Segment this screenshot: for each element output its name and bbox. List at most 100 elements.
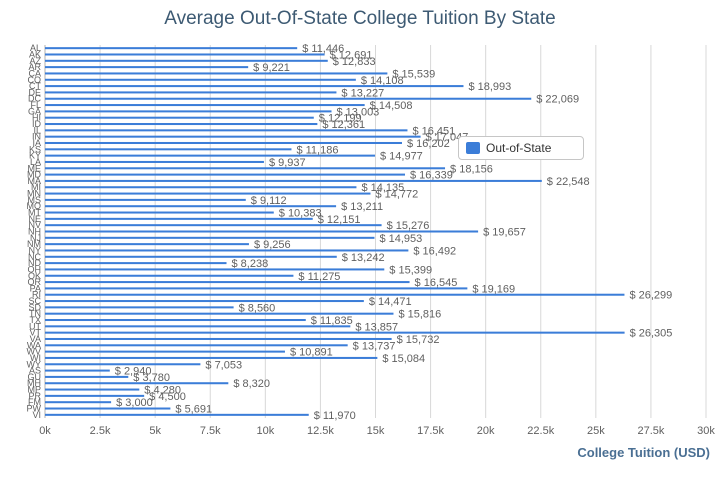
category-label: KY [29,151,41,161]
bar-az[interactable] [45,59,328,62]
category-label: AK [29,49,41,59]
bar-nh[interactable] [45,230,479,233]
bar-nd[interactable] [45,262,227,265]
category-label: PA [30,283,41,293]
bar-or[interactable] [45,281,410,284]
category-label: MD [27,170,41,180]
bar-pa[interactable] [45,287,468,290]
bar-ca[interactable] [45,72,388,75]
data-label: $ 9,221 [253,62,290,74]
category-label: OK [28,271,41,281]
category-label: DE [28,87,41,97]
bar-dc[interactable] [45,97,532,100]
bar-nm[interactable] [45,243,249,246]
bar-md[interactable] [45,173,406,176]
bar-sd[interactable] [45,306,234,309]
bar-mi[interactable] [45,186,357,189]
bar-ok[interactable] [45,274,294,277]
data-label: $ 18,993 [468,81,511,93]
bar-ar[interactable] [45,66,249,69]
x-tick-label: 25k [587,425,605,437]
data-label: $ 10,891 [290,347,333,359]
category-label: VT [29,328,41,338]
data-label: $ 14,108 [361,75,404,87]
bar-ia[interactable] [45,141,402,145]
bar-mo[interactable] [45,205,337,208]
category-label: SC [28,296,41,306]
category-label: NE [28,214,41,224]
bar-in[interactable] [45,135,421,138]
bar-co[interactable] [45,78,356,81]
bar-pw[interactable] [45,407,171,410]
bar-mp[interactable] [45,388,140,391]
category-label: MT [28,208,41,218]
data-label: $ 12,833 [333,56,376,68]
bar-hi[interactable] [45,116,314,119]
bar-id[interactable] [45,123,318,126]
category-label: WA [27,340,41,350]
bar-ne[interactable] [45,217,313,220]
data-label: $ 15,276 [387,220,430,232]
bar-ri[interactable] [45,293,625,296]
bar-oh[interactable] [45,268,385,271]
bar-ma[interactable] [45,179,542,182]
bar-mn[interactable] [45,192,371,195]
data-label: $ 16,202 [407,138,450,150]
bar-al[interactable] [45,47,298,50]
category-label: OR [28,277,42,287]
category-label: AR [28,62,41,72]
bar-ut[interactable] [45,325,351,328]
bar-la[interactable] [45,160,264,163]
bar-pr[interactable] [45,394,145,397]
bar-wv[interactable] [45,350,285,353]
category-label: MP [28,385,42,395]
data-label: $ 16,339 [410,170,453,182]
bar-tx[interactable] [45,318,306,322]
bar-ak[interactable] [45,53,325,56]
x-axis-title: College Tuition (USD) [577,445,710,460]
bar-wy[interactable] [45,363,201,366]
bar-gu[interactable] [45,375,129,378]
bar-ky[interactable] [45,154,375,157]
bar-wa[interactable] [45,344,348,347]
bar-me[interactable] [45,167,446,170]
bar-il[interactable] [45,129,408,132]
bar-wi[interactable] [45,356,378,359]
bar-ks[interactable] [45,148,292,151]
category-label: TX [29,315,41,325]
bar-mt[interactable] [45,211,274,214]
bar-mh[interactable] [45,382,229,385]
bar-ny[interactable] [45,249,409,252]
data-label: $ 14,772 [375,189,418,201]
bar-ms[interactable] [45,198,246,201]
bar-ga[interactable] [45,110,332,113]
data-label: $ 15,732 [397,334,440,346]
category-label: ID [32,119,42,129]
data-label: $ 4,500 [149,391,186,403]
bar-nv[interactable] [45,224,382,227]
data-label: $ 8,238 [232,258,269,270]
bar-fm[interactable] [45,401,112,404]
category-label: OH [28,264,42,274]
bar-vt[interactable] [45,331,625,334]
category-label: MI [31,182,41,192]
data-label: $ 15,816 [398,309,441,321]
category-label: NM [27,239,41,249]
bar-de[interactable] [45,91,337,94]
legend[interactable]: Out-of-State [458,136,584,160]
bar-ct[interactable] [45,85,464,88]
x-tick-label: 7.5k [200,425,221,437]
bar-as[interactable] [45,369,110,372]
bar-nj[interactable] [45,236,375,239]
data-label: $ 26,305 [630,328,673,340]
data-label: $ 15,539 [392,68,435,80]
data-label: $ 18,156 [450,163,493,175]
bar-vi[interactable] [45,413,309,416]
bar-tn[interactable] [45,312,394,315]
bar-fl[interactable] [45,104,365,107]
data-label: $ 11,446 [302,43,344,55]
bar-sc[interactable] [45,300,364,303]
bar-nc[interactable] [45,255,337,258]
bar-va[interactable] [45,337,392,340]
